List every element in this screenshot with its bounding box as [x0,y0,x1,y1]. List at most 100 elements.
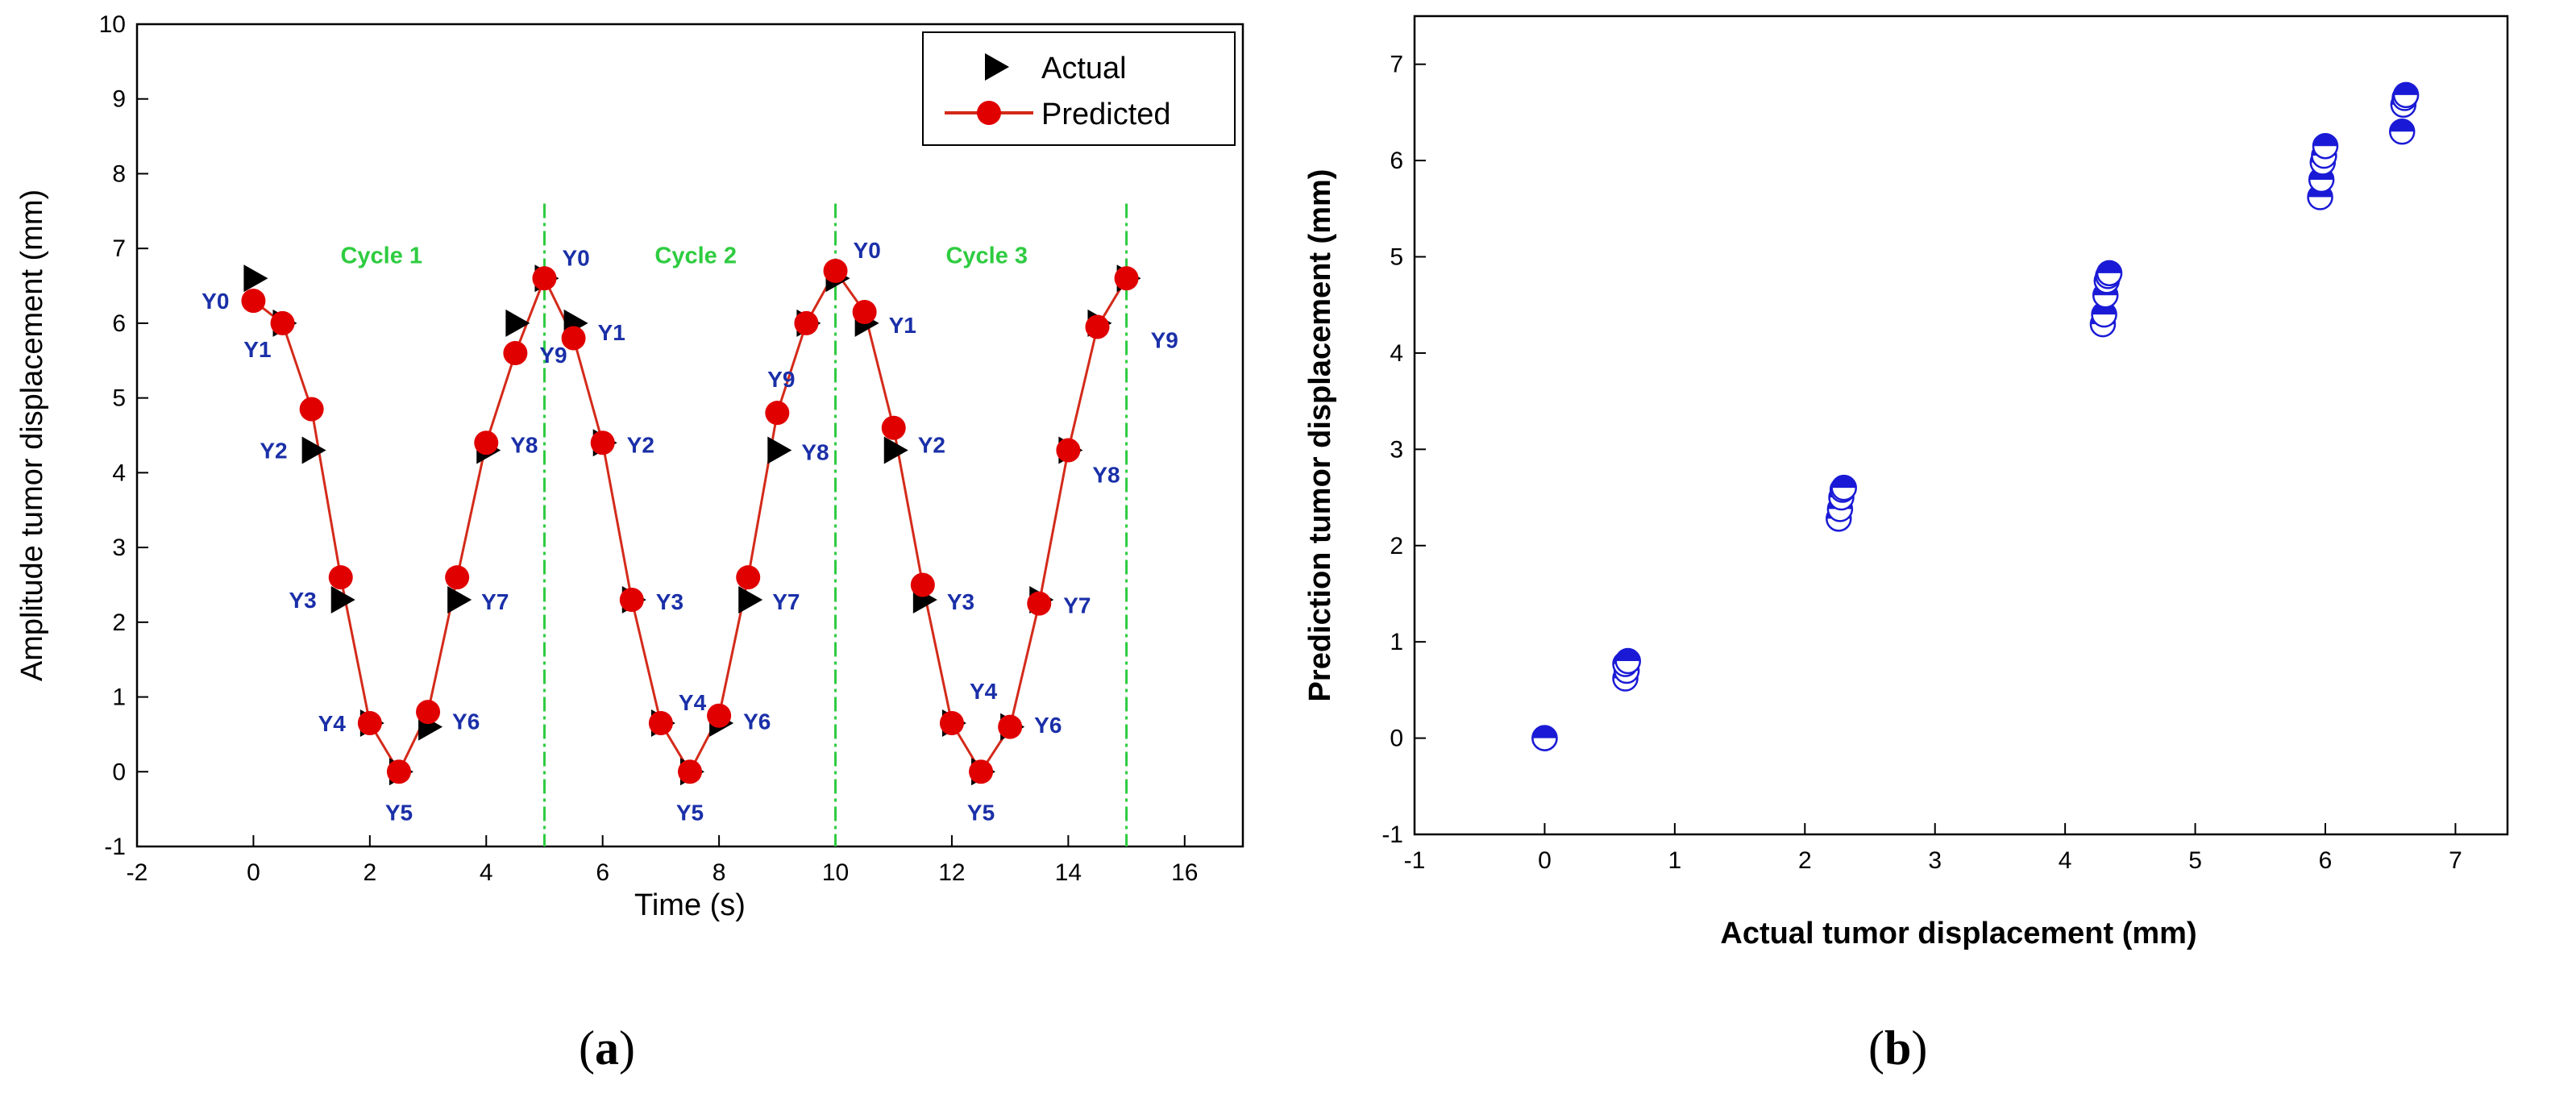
predicted-point [1056,438,1081,463]
point-label: Y7 [772,589,800,614]
scatter-point [2392,81,2420,109]
b-y-tick-label: 1 [1390,629,1403,655]
a-x-tick-label: -2 [127,859,148,886]
predicted-point [910,572,935,597]
point-label: Y6 [452,709,480,734]
panel-b-scatter-chart: -1 0 1 2 3 4 5 6 7 -1 0 1 2 3 4 5 6 7 Actual tumor displa… [1303,15,2509,1075]
predicted-point [939,711,964,735]
predicted-point [270,310,295,335]
point-label: Y5 [676,800,704,825]
point-label: Y6 [743,709,771,734]
b-x-tick-label: 1 [1668,847,1682,874]
b-y-tick-label: 4 [1390,340,1403,367]
point-label: Y8 [1092,462,1120,487]
point-label: Y9 [767,367,795,392]
legend-actual-label: Actual [1041,52,1127,85]
b-y-tick-label: -1 [1381,821,1403,848]
point-label: Y3 [947,589,974,614]
predicted-point [241,289,266,314]
a-y-tick-label: 4 [112,460,126,486]
predicted-point [648,711,673,735]
point-label: Y0 [854,238,881,263]
predicted-point [532,266,557,291]
predicted-point [881,415,906,440]
actual-point [330,586,355,613]
predicted-point [998,714,1023,739]
predicted-point [357,711,382,735]
b-x-tick-label: 2 [1798,847,1812,874]
legend-predicted-marker [977,101,1001,125]
point-label: Y5 [385,800,413,825]
point-label: Y0 [202,289,229,314]
predicted-point [823,259,848,283]
a-y-tick-label: 9 [112,86,126,113]
a-y-tick-label: -1 [104,834,126,860]
predicted-point [386,759,411,784]
a-x-tick-label: 4 [480,859,493,886]
panel-a-label: (a) [579,1021,635,1075]
b-y-tick-label: 6 [1390,148,1403,174]
predicted-point [765,401,790,426]
predicted-point [736,565,761,590]
legend-actual-marker [985,53,1009,81]
point-label: Y1 [598,320,625,345]
predicted-point [299,397,324,422]
b-x-tick-label: 6 [2319,847,2333,874]
point-label: Y1 [889,313,916,338]
a-y-tick-label: 6 [112,310,126,337]
predicted-point [969,759,994,784]
b-y-tick-label: 5 [1390,244,1403,271]
b-x-tick-label: -1 [1404,847,1426,874]
b-x-tick-label: 4 [2059,847,2072,874]
actual-point [243,264,268,293]
point-label: Y8 [510,432,538,457]
predicted-point [852,300,877,324]
a-y-tick-label: 0 [112,759,126,785]
legend-predicted-label: Predicted [1041,98,1171,131]
point-label: Y8 [801,440,829,465]
b-x-tick-label: 5 [2188,847,2202,874]
predicted-point [1114,266,1139,291]
point-label: Y5 [967,800,995,825]
actual-point [767,436,792,464]
point-label: Y2 [918,432,945,457]
point-label: Y9 [1151,327,1178,352]
predicted-point [503,341,528,365]
a-y-tick-label: 5 [112,385,126,412]
point-label: Y3 [656,589,683,614]
scatter-point [1531,725,1558,751]
a-x-tick-label: 0 [247,859,260,886]
legend-box [922,31,1236,146]
actual-point [883,436,908,464]
point-label: Y4 [970,679,998,704]
actual-point [301,436,326,464]
cycle-label: Cycle 3 [945,243,1028,269]
actual-point [447,586,472,613]
panel-a-plot-frame [135,23,1244,848]
point-label: Y0 [562,245,589,270]
actual-point [505,309,530,337]
a-x-tick-label: 16 [1171,859,1198,886]
a-y-tick-label: 2 [112,609,126,636]
point-label: Y9 [539,343,567,368]
panel-a-x-axis-title: Time (s) [634,888,746,922]
predicted-point [590,430,615,455]
a-y-tick-label: 1 [112,684,126,711]
b-y-tick-label: 7 [1390,52,1403,78]
scatter-point [2312,132,2339,160]
a-x-tick-label: 8 [713,859,726,886]
panel-b-plot-frame [1413,15,2509,836]
a-y-tick-label: 3 [112,534,126,561]
predicted-point [561,326,586,351]
scatter-point [2388,119,2416,145]
cycle-label: Cycle 1 [340,243,422,269]
point-label: Y2 [627,432,654,457]
predicted-point [794,310,819,335]
a-x-tick-label: 2 [363,859,376,886]
cycle-label: Cycle 2 [654,243,737,269]
a-x-tick-label: 10 [822,859,849,886]
panel-a-legend: Actual Predicted [922,31,1236,146]
predicted-point [416,700,441,725]
predicted-point [678,759,702,784]
